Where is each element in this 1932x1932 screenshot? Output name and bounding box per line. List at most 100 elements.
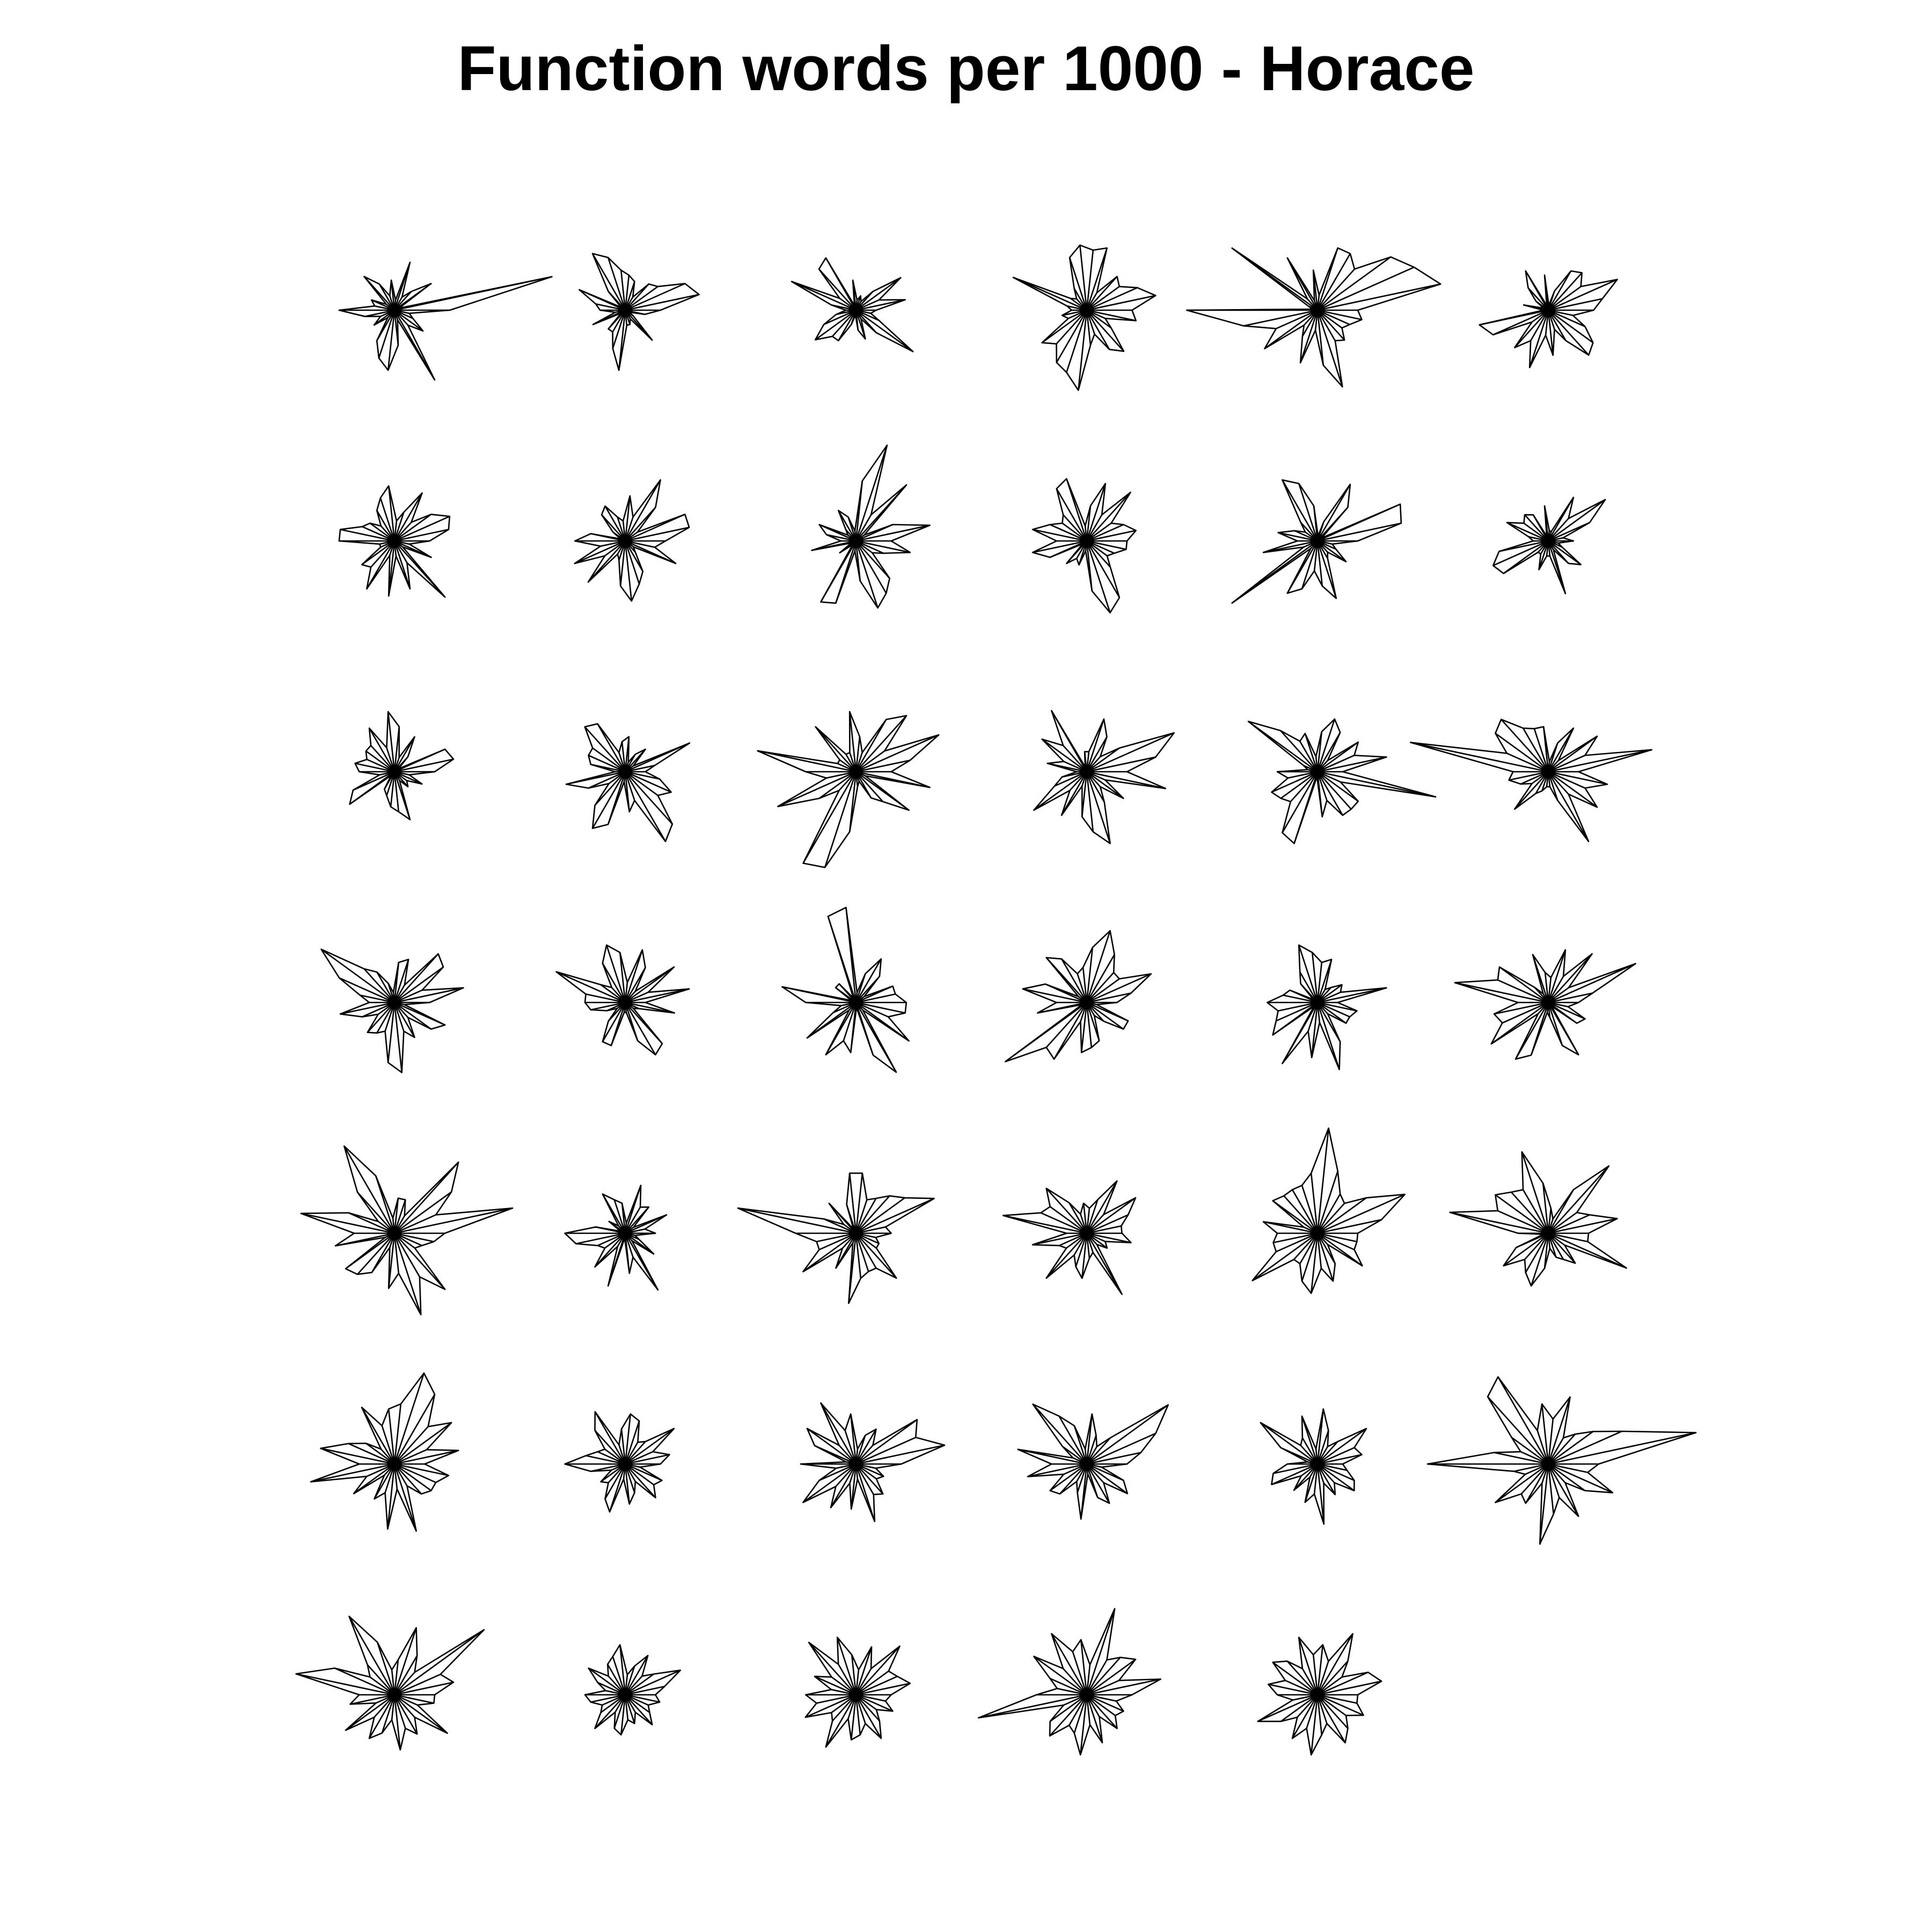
star-outline-2 bbox=[579, 253, 700, 371]
star-glyph-26 bbox=[564, 1184, 668, 1291]
star-glyph-11 bbox=[1231, 479, 1402, 604]
star-rays-18 bbox=[1410, 719, 1652, 842]
star-outline-30 bbox=[1449, 1151, 1627, 1287]
star-rays-3 bbox=[791, 257, 913, 353]
star-glyph-35 bbox=[1260, 1408, 1367, 1525]
star-outline-5 bbox=[1186, 247, 1441, 388]
star-glyph-15 bbox=[757, 711, 940, 868]
star-glyph-30 bbox=[1449, 1151, 1627, 1287]
star-glyph-6 bbox=[1479, 270, 1618, 369]
star-outline-28 bbox=[1002, 1180, 1137, 1295]
star-outline-15 bbox=[757, 711, 940, 868]
star-rays-36 bbox=[1428, 1376, 1696, 1545]
star-outline-4 bbox=[1012, 244, 1157, 391]
star-glyph-12 bbox=[1492, 496, 1606, 595]
star-glyph-34 bbox=[1017, 1403, 1169, 1520]
star-outline-8 bbox=[574, 479, 690, 602]
star-rays-10 bbox=[1032, 478, 1136, 613]
star-glyph-9 bbox=[811, 444, 931, 609]
star-outline-34 bbox=[1017, 1403, 1169, 1520]
star-rays-41 bbox=[1257, 1633, 1382, 1755]
star-rays-31 bbox=[310, 1373, 459, 1532]
star-rays-11 bbox=[1231, 479, 1402, 604]
star-outline-23 bbox=[1267, 944, 1387, 1071]
star-glyph-33 bbox=[800, 1402, 946, 1523]
star-rays-12 bbox=[1492, 497, 1606, 594]
star-outline-36 bbox=[1426, 1376, 1697, 1545]
star-outline-10 bbox=[1031, 478, 1137, 613]
star-rays-7 bbox=[339, 486, 450, 598]
star-outline-35 bbox=[1260, 1408, 1367, 1525]
star-outline-31 bbox=[310, 1372, 459, 1532]
star-outline-13 bbox=[349, 711, 455, 821]
star-outline-24 bbox=[1454, 949, 1636, 1060]
star-outline-20 bbox=[555, 944, 690, 1056]
star-rays-6 bbox=[1479, 270, 1618, 368]
star-glyph-27 bbox=[737, 1172, 935, 1304]
star-glyph-3 bbox=[791, 257, 914, 353]
star-outline-25 bbox=[300, 1145, 514, 1315]
star-rays-5 bbox=[1187, 247, 1441, 387]
star-rays-37 bbox=[296, 1616, 485, 1750]
star-rays-38 bbox=[585, 1644, 681, 1735]
star-glyph-25 bbox=[300, 1145, 514, 1315]
star-glyph-16 bbox=[1033, 710, 1175, 844]
star-glyph-32 bbox=[564, 1411, 675, 1513]
star-rays-39 bbox=[805, 1637, 911, 1748]
star-glyph-36 bbox=[1426, 1376, 1697, 1545]
star-glyph-37 bbox=[295, 1615, 485, 1751]
star-glyph-18 bbox=[1409, 719, 1652, 843]
star-outline-16 bbox=[1033, 710, 1175, 844]
star-outline-32 bbox=[564, 1411, 675, 1513]
star-rays-21 bbox=[782, 907, 910, 1073]
star-glyph-4 bbox=[1012, 244, 1157, 391]
star-rays-15 bbox=[757, 711, 939, 868]
star-outline-7 bbox=[338, 485, 451, 598]
star-outline-29 bbox=[1252, 1127, 1406, 1294]
star-outline-9 bbox=[811, 444, 931, 609]
star-rays-20 bbox=[555, 945, 690, 1056]
star-glyph-38 bbox=[584, 1644, 682, 1736]
star-glyph-13 bbox=[349, 711, 455, 821]
star-rays-23 bbox=[1267, 945, 1387, 1070]
star-glyph-2 bbox=[579, 253, 700, 371]
star-outline-12 bbox=[1492, 496, 1606, 595]
star-glyph-28 bbox=[1002, 1180, 1137, 1295]
star-rays-13 bbox=[349, 711, 454, 820]
star-rays-35 bbox=[1260, 1409, 1367, 1525]
star-glyph-1 bbox=[338, 261, 553, 381]
star-rays-2 bbox=[579, 253, 699, 371]
star-rays-28 bbox=[1002, 1180, 1136, 1295]
star-glyph-20 bbox=[555, 944, 690, 1056]
star-outline-37 bbox=[295, 1615, 485, 1751]
star-outline-27 bbox=[737, 1172, 935, 1304]
star-outline-18 bbox=[1409, 719, 1652, 843]
star-glyph-14 bbox=[565, 723, 691, 843]
star-outline-17 bbox=[1247, 718, 1437, 844]
star-rays-32 bbox=[565, 1411, 675, 1512]
star-outline-6 bbox=[1479, 270, 1618, 369]
star-glyph-5 bbox=[1186, 247, 1441, 388]
star-rays-4 bbox=[1013, 245, 1156, 391]
star-glyph-21 bbox=[781, 906, 910, 1073]
star-glyph-19 bbox=[320, 948, 464, 1073]
star-rays-27 bbox=[737, 1173, 935, 1304]
star-rays-17 bbox=[1248, 719, 1436, 844]
star-glyph-29 bbox=[1252, 1127, 1406, 1294]
star-glyph-8 bbox=[574, 479, 690, 602]
star-outline-26 bbox=[564, 1184, 668, 1291]
star-rays-40 bbox=[978, 1608, 1161, 1755]
star-outline-39 bbox=[804, 1636, 911, 1748]
star-rays-19 bbox=[320, 948, 464, 1073]
star-rays-16 bbox=[1033, 710, 1175, 844]
star-glyph-17 bbox=[1247, 718, 1437, 844]
star-rays-29 bbox=[1252, 1128, 1406, 1294]
star-rays-25 bbox=[301, 1145, 513, 1315]
star-outline-1 bbox=[338, 261, 553, 381]
star-outline-33 bbox=[800, 1402, 946, 1523]
star-outline-14 bbox=[565, 723, 691, 843]
star-glyph-40 bbox=[978, 1608, 1161, 1756]
star-outline-11 bbox=[1231, 479, 1402, 604]
star-rays-14 bbox=[566, 723, 690, 842]
